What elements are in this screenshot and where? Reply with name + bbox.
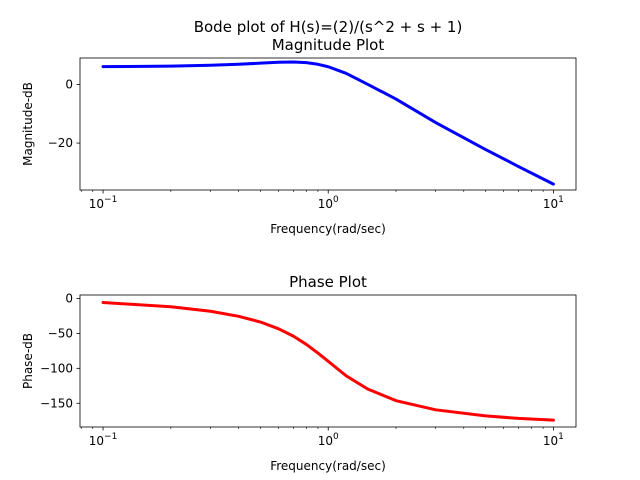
phase-x-tick-label: 101 bbox=[543, 432, 564, 448]
magnitude-x-tick-label: 101 bbox=[543, 195, 564, 211]
phase-axes-frame bbox=[79, 294, 577, 428]
phase-title: Phase Plot bbox=[289, 273, 367, 291]
magnitude-y-tick-label: −20 bbox=[48, 136, 73, 150]
phase-y-tick-label: 0 bbox=[65, 291, 73, 305]
phase-series-line bbox=[101, 301, 555, 422]
phase-x-tick-label: 100 bbox=[318, 432, 339, 448]
phase-y-tick-label: −150 bbox=[40, 396, 73, 410]
phase-y-tick-label: −50 bbox=[48, 326, 73, 340]
figure-suptitle: Bode plot of H(s)=(2)/(s^2 + s + 1) bbox=[194, 18, 463, 36]
phase-axes: Phase Plot 10−1 100 101 0 −50 −100 −150 Frequenc… bbox=[21, 273, 577, 473]
phase-y-tick-label: −100 bbox=[40, 361, 73, 375]
magnitude-title: Magnitude Plot bbox=[272, 36, 385, 54]
magnitude-x-axis-label: Frequency(rad/sec) bbox=[270, 222, 386, 236]
magnitude-y-axis-label: Magnitude-dB bbox=[21, 82, 35, 166]
magnitude-x-tick-label: 10−1 bbox=[89, 195, 118, 211]
magnitude-x-tick-label: 100 bbox=[318, 195, 339, 211]
magnitude-axes-frame bbox=[79, 57, 577, 191]
phase-x-axis-label: Frequency(rad/sec) bbox=[270, 459, 386, 473]
phase-x-tick-label: 10−1 bbox=[89, 432, 118, 448]
magnitude-series-line bbox=[101, 60, 555, 186]
magnitude-axes: Magnitude Plot 10−1 100 101 0 −20 Frequency(ra… bbox=[21, 36, 577, 236]
magnitude-y-tick-label: 0 bbox=[65, 77, 73, 91]
phase-y-axis-label: Phase-dB bbox=[21, 333, 35, 389]
